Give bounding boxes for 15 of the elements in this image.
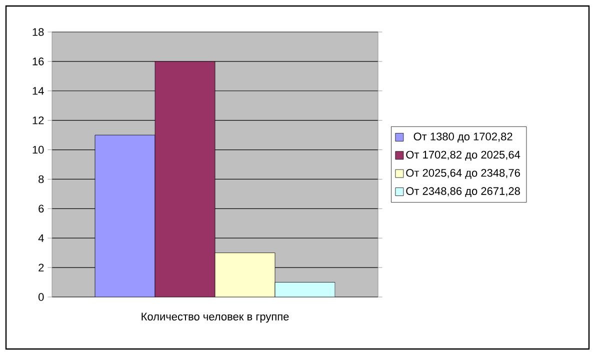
legend-label: От 1380 до 1702,82 bbox=[414, 132, 512, 143]
y-tick-label: 12 bbox=[32, 116, 44, 124]
y-tick-label: 2 bbox=[38, 264, 44, 272]
y-tick-label: 0 bbox=[38, 293, 44, 301]
legend-label: От 2348,86 до 2671,28 bbox=[406, 187, 520, 198]
legend-label: От 1702,82 до 2025,64 bbox=[406, 150, 520, 161]
y-tick-label: 4 bbox=[38, 234, 44, 242]
legend-label: От 2025,64 до 2348,76 bbox=[406, 169, 520, 179]
y-tick-label: 8 bbox=[38, 175, 44, 184]
y-tick-label: 16 bbox=[32, 58, 44, 66]
y-tick-label: 14 bbox=[32, 87, 44, 95]
y-tick-label: 18 bbox=[32, 28, 44, 36]
x-tick-label: Количество человек в группе bbox=[142, 312, 289, 323]
y-tick-label: 6 bbox=[38, 204, 44, 213]
y-tick-label: 10 bbox=[32, 146, 44, 154]
